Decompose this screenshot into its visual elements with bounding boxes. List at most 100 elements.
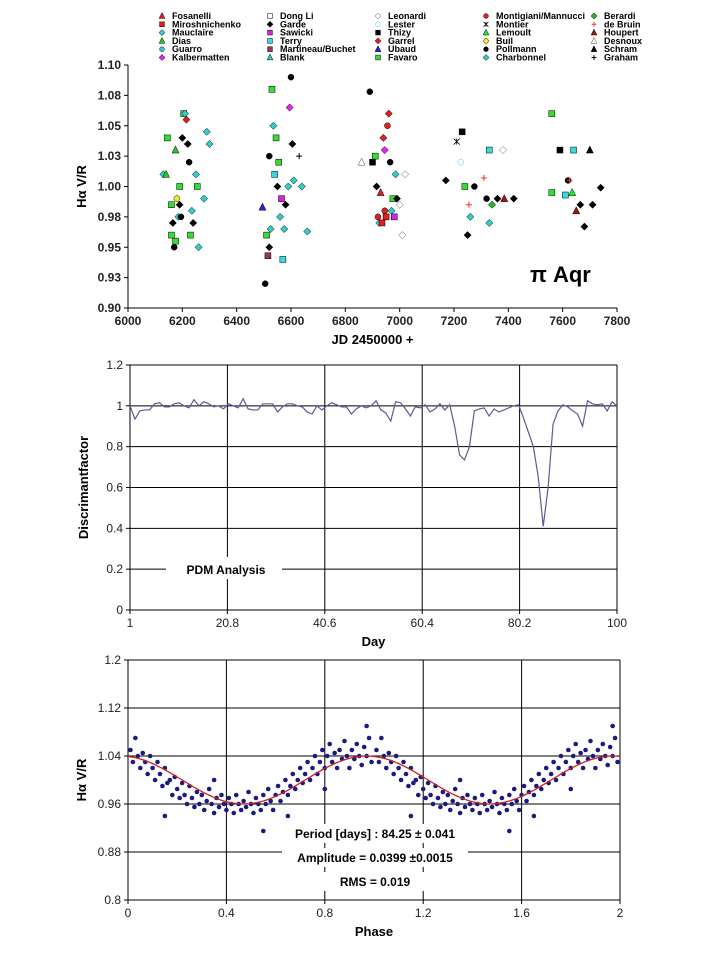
marker-charbonnel (482, 54, 490, 61)
data-point (438, 804, 443, 810)
data-point (332, 750, 337, 756)
data-point (334, 765, 340, 771)
data-point (317, 759, 323, 765)
data-point (283, 777, 288, 783)
data-point (307, 777, 313, 783)
data-point (359, 762, 365, 768)
data-point (145, 771, 150, 777)
data-point (182, 792, 187, 798)
marker-garde (441, 176, 450, 185)
data-point (435, 795, 441, 801)
marker-lester (457, 158, 465, 166)
legend-entry: de Bruin (604, 19, 641, 29)
data-point (467, 801, 473, 807)
legend-entry: Pollmann (496, 44, 537, 54)
data-point (610, 723, 615, 729)
legend-entry: Mauclaire (172, 28, 214, 38)
data-point (233, 792, 239, 798)
data-point (374, 747, 379, 753)
data-point (152, 777, 158, 783)
legend-entry: Martineau/Buchet (280, 44, 356, 54)
star-name-annotation: π Aqr (530, 262, 591, 287)
marker-pollmann (287, 73, 295, 81)
y-tick-label: 0.95 (98, 240, 122, 254)
marker-garde (273, 182, 282, 191)
y-tick-label: 0.96 (98, 797, 122, 811)
marker-charbonnel (280, 225, 289, 233)
marker-favaro (164, 134, 171, 142)
data-point (396, 765, 401, 771)
marker-favaro (187, 231, 194, 239)
legend-entry: Berardi (604, 11, 636, 21)
y-tick-label: 1.03 (98, 149, 122, 163)
data-point (246, 789, 251, 795)
data-point (477, 810, 483, 816)
data-point (337, 747, 342, 753)
data-point (450, 798, 456, 804)
annotation-background (282, 872, 468, 891)
data-point (573, 741, 579, 747)
marker-dong-li (267, 13, 273, 19)
legend-entry: Favaro (388, 53, 418, 63)
data-point (174, 786, 180, 792)
marker-berardi (488, 200, 496, 209)
marker-pollmann (483, 195, 490, 202)
data-point (605, 762, 610, 768)
x-tick-label: 20.8 (216, 616, 240, 630)
marker-desnoux (590, 36, 598, 44)
data-point (297, 765, 303, 771)
marker-garde (189, 218, 198, 227)
data-point (150, 765, 155, 771)
data-point (403, 771, 409, 777)
y-axis-label: Hα V/R (74, 758, 89, 801)
data-point (194, 789, 200, 795)
x-tick-label: 0 (125, 906, 132, 920)
legend-entry: Dong Li (280, 11, 314, 21)
marker-montier (483, 21, 489, 27)
x-tick-label: 6400 (223, 314, 250, 328)
data-point (401, 759, 406, 765)
data-point (507, 792, 512, 798)
y-tick-label: 1.08 (98, 88, 122, 102)
data-point (347, 765, 352, 771)
marker-schram (585, 145, 594, 154)
data-point (211, 777, 217, 783)
data-point (162, 813, 168, 819)
legend-entry: Dias (172, 36, 191, 46)
data-point (497, 810, 502, 816)
data-point (492, 789, 497, 795)
data-point (268, 798, 273, 804)
data-point (322, 786, 328, 792)
data-point (607, 744, 613, 750)
marker-charbonnel (194, 243, 203, 252)
marker-pollmann (386, 158, 394, 166)
x-tick-label: 1 (127, 616, 134, 630)
data-point (216, 804, 222, 810)
marker-miroshnichenko (378, 219, 386, 227)
marker-thizy (556, 146, 564, 154)
marker-garrel (379, 133, 388, 142)
data-point (157, 771, 163, 777)
marker-leonardi (395, 200, 404, 209)
marker-lester (375, 21, 381, 27)
data-point (615, 759, 620, 765)
legend-entry: Houpert (604, 28, 639, 38)
x-tick-label: 100 (607, 616, 627, 630)
data-point (590, 753, 596, 759)
marker-fosanelli (376, 188, 385, 196)
y-axis-label: Discrimantfactor (76, 436, 91, 539)
legend-entry: Kalbermatten (172, 53, 230, 63)
legend-entry: Ubaud (388, 44, 416, 54)
marker-favaro (168, 201, 175, 208)
marker-garde (265, 243, 274, 252)
x-tick-label: 0.8 (316, 906, 333, 920)
data-point (521, 783, 527, 789)
data-point (430, 801, 436, 807)
data-point (344, 753, 350, 759)
data-point (147, 753, 153, 759)
y-tick-label: 0.90 (98, 301, 122, 315)
marker-favaro (371, 152, 379, 160)
marker-favaro (176, 183, 183, 190)
data-point (516, 807, 522, 813)
